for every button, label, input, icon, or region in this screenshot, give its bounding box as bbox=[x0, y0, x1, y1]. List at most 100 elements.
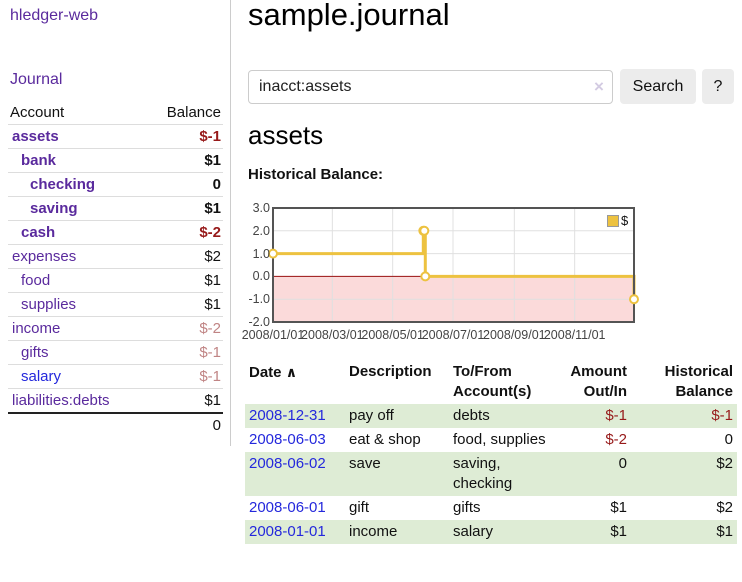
sidebar-item-journal[interactable]: Journal bbox=[10, 71, 63, 88]
transaction-balance: $-1 bbox=[711, 407, 733, 424]
account-row: food $1 bbox=[8, 268, 223, 293]
transaction-date-link[interactable]: 2008-12-31 bbox=[249, 407, 326, 424]
account-row: checking 0 bbox=[8, 172, 223, 197]
y-axis-tick-label: 2.0 bbox=[252, 223, 270, 238]
amount-col-header: Amount Out/In bbox=[570, 363, 627, 400]
transaction-balance: $1 bbox=[716, 523, 733, 540]
transaction-accounts: food, supplies bbox=[453, 431, 546, 448]
accounts-col-header-main: To/From Account(s) bbox=[453, 363, 532, 400]
chart-plot-area[interactable] bbox=[268, 207, 639, 323]
account-row: expenses $2 bbox=[8, 244, 223, 269]
account-balance: $-2 bbox=[145, 316, 223, 341]
data-point bbox=[419, 225, 430, 236]
transaction-accounts: gifts bbox=[453, 499, 481, 516]
account-link[interactable]: salary bbox=[21, 368, 62, 385]
transaction-row[interactable]: 2008-12-31 pay off debts $-1 $-1 bbox=[245, 404, 737, 428]
account-balance: $1 bbox=[145, 292, 223, 317]
account-row: assets $-1 bbox=[8, 124, 223, 149]
y-axis-tick-label: 0.0 bbox=[252, 269, 270, 284]
transaction-date-link[interactable]: 2008-06-03 bbox=[249, 431, 326, 448]
x-axis-tick-label: 2008/09/01 bbox=[483, 328, 546, 342]
account-link[interactable]: income bbox=[12, 320, 61, 337]
date-col-header[interactable]: Date ∧ bbox=[249, 364, 298, 381]
account-link[interactable]: gifts bbox=[21, 344, 49, 361]
account-link[interactable]: food bbox=[21, 272, 51, 289]
historical-balance-chart[interactable]: 3.0 2.0 1.0 0.0 -1.0 -2.0 2008/01/01 2008/03/01… bbox=[242, 200, 742, 350]
account-balance: $2 bbox=[145, 244, 223, 269]
account-balance: $1 bbox=[145, 196, 223, 221]
transaction-balance: $2 bbox=[716, 455, 733, 472]
transaction-amount: $-2 bbox=[605, 431, 627, 448]
account-row: bank $1 bbox=[8, 148, 223, 173]
page-title: sample.journal bbox=[248, 0, 450, 32]
account-row: income $-2 bbox=[8, 316, 223, 341]
account-balance: $-1 bbox=[145, 124, 223, 149]
description-col-header: Description bbox=[349, 363, 432, 380]
y-axis-tick-label: 1.0 bbox=[252, 246, 270, 261]
account-balance: $-1 bbox=[145, 340, 223, 365]
account-link[interactable]: cash bbox=[21, 224, 56, 241]
x-axis-tick-label: 2008/07/01 bbox=[421, 328, 485, 342]
account-row: salary $-1 bbox=[8, 364, 223, 389]
transaction-balance: $2 bbox=[716, 499, 733, 516]
transaction-date-link[interactable]: 2008-06-02 bbox=[249, 455, 326, 472]
account-balance: $-2 bbox=[145, 220, 223, 245]
transaction-row[interactable]: 2008-06-03 eat & shop food, supplies $-2 0 bbox=[245, 428, 737, 452]
data-point bbox=[420, 271, 431, 282]
account-link[interactable]: liabilities:debts bbox=[12, 392, 110, 409]
account-section-title: assets bbox=[248, 120, 324, 150]
account-link[interactable]: saving bbox=[30, 200, 78, 217]
account-link[interactable]: bank bbox=[21, 152, 57, 169]
transaction-balance: 0 bbox=[724, 431, 733, 448]
y-axis-tick-label: 3.0 bbox=[252, 201, 270, 215]
transaction-row[interactable]: 2008-06-01 gift gifts $1 $2 bbox=[245, 496, 737, 520]
legend-label: $ bbox=[621, 213, 629, 228]
account-balance: $1 bbox=[145, 268, 223, 293]
account-row: supplies $1 bbox=[8, 292, 223, 317]
account-row: gifts $-1 bbox=[8, 340, 223, 365]
data-point bbox=[629, 294, 639, 305]
transaction-row[interactable]: 2008-06-02 save saving, checking 0 $2 bbox=[245, 452, 737, 496]
transaction-accounts: debts bbox=[453, 407, 490, 424]
y-axis-tick-label: -1.0 bbox=[248, 292, 270, 307]
transaction-date-link[interactable]: 2008-01-01 bbox=[249, 523, 326, 540]
account-link[interactable]: expenses bbox=[12, 248, 77, 265]
chart-title: Historical Balance: bbox=[248, 166, 384, 183]
data-point bbox=[268, 248, 278, 259]
y-axis-tick-label: -2.0 bbox=[248, 315, 270, 329]
app-brand-link[interactable]: hledger-web bbox=[10, 7, 99, 24]
account-link[interactable]: checking bbox=[30, 176, 96, 193]
accounts-col-header: Account bbox=[10, 104, 65, 121]
search-input[interactable] bbox=[248, 70, 613, 104]
transaction-description: pay off bbox=[349, 407, 394, 424]
accounts-total-spacer bbox=[8, 412, 146, 437]
legend-swatch bbox=[607, 214, 619, 227]
account-row: cash $-2 bbox=[8, 220, 223, 245]
account-balance: $1 bbox=[145, 388, 223, 413]
account-row: liabilities:debts $1 bbox=[8, 388, 223, 413]
help-button[interactable]: ? bbox=[702, 69, 734, 104]
search-button[interactable]: Search bbox=[620, 69, 696, 104]
transaction-amount: $1 bbox=[610, 523, 627, 540]
transaction-description: save bbox=[349, 455, 381, 472]
account-link[interactable]: supplies bbox=[21, 296, 77, 313]
transaction-amount: $-1 bbox=[605, 407, 627, 424]
account-balance: $-1 bbox=[145, 364, 223, 389]
accounts-total-value: 0 bbox=[145, 412, 223, 437]
x-axis-tick-label: 2008/01/01 bbox=[241, 328, 305, 342]
clear-search-icon[interactable]: × bbox=[594, 77, 604, 96]
account-link[interactable]: assets bbox=[12, 128, 59, 145]
register-table: Date ∧ Description To/From Account(s) Am… bbox=[245, 360, 737, 544]
transaction-description: eat & shop bbox=[349, 431, 421, 448]
transaction-row[interactable]: 2008-01-01 income salary $1 $1 bbox=[245, 520, 737, 544]
transaction-accounts: saving, checking bbox=[453, 455, 513, 492]
account-balance: $1 bbox=[145, 148, 223, 173]
account-row: saving $1 bbox=[8, 196, 223, 221]
transaction-description: gift bbox=[349, 499, 370, 516]
accounts-total-row: 0 bbox=[8, 412, 223, 437]
accounts-balance-table: Account Balance assets $-1 bank $1 checking 0… bbox=[8, 101, 223, 437]
transaction-date-link[interactable]: 2008-06-01 bbox=[249, 499, 326, 516]
transaction-amount: $1 bbox=[610, 499, 627, 516]
balance-col-header-main: Historical Balance bbox=[664, 363, 733, 400]
